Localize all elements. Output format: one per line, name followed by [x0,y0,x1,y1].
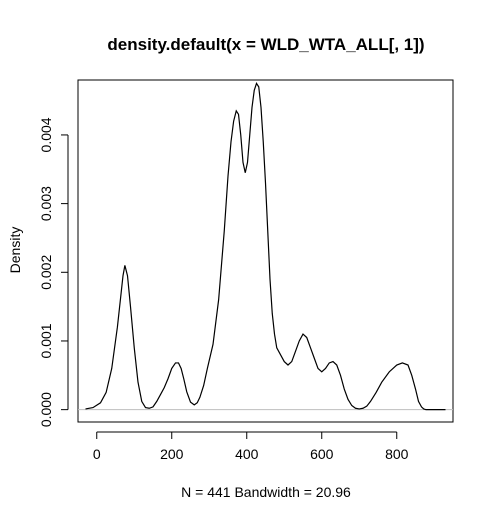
y-axis-label: Density [7,227,23,274]
y-axis: 0.000 0.001 0.002 0.003 0.004 [38,117,69,427]
x-tick-label: 600 [310,446,334,462]
density-curve [85,82,446,411]
y-tick-label: 0.002 [38,255,54,290]
chart-title: density.default(x = WLD_WTA_ALL[, 1]) [107,35,424,54]
x-tick-label: 0 [93,446,101,462]
x-axis: 0 200 400 600 800 [93,431,409,462]
x-tick-label: 200 [160,446,184,462]
y-tick-label: 0.003 [38,186,54,221]
y-tick-label: 0.000 [38,392,54,427]
plot-frame [77,79,454,423]
y-tick-label: 0.001 [38,323,54,358]
x-tick-label: 400 [235,446,259,462]
x-tick-label: 800 [385,446,409,462]
y-tick-label: 0.004 [38,117,54,152]
x-axis-label: N = 441 Bandwidth = 20.96 [181,484,351,500]
